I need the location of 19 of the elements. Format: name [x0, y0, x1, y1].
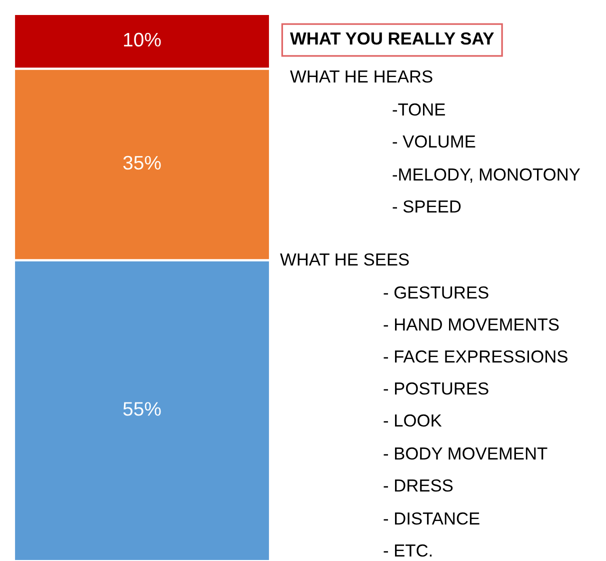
- text: - GESTURES: [384, 286, 488, 299]
- text: - FACE EXPRESSIONS: [384, 350, 568, 363]
- text: -MELODY, MONOTONY: [392, 168, 580, 183]
- text: WHAT HE SEES: [280, 253, 409, 266]
- text: - VOLUME: [392, 135, 476, 148]
- text: - SPEED: [392, 200, 461, 213]
- text: - POSTURES: [384, 382, 488, 395]
- text: - BODY MOVEMENT: [384, 447, 548, 460]
- data-label: 10%: [124, 32, 161, 47]
- text: - DISTANCE: [384, 512, 480, 525]
- text: - ETC.: [384, 544, 432, 557]
- text: - HAND MOVEMENTS: [384, 318, 559, 331]
- data-label: 35%: [123, 156, 161, 170]
- text: WHAT YOU REALLY SAY: [290, 32, 494, 45]
- text: WHAT HE HEARS: [290, 70, 432, 83]
- text: - LOOK: [384, 414, 442, 427]
- text: -TONE: [392, 103, 445, 116]
- text: - DRESS: [384, 479, 453, 492]
- data-label: 55%: [123, 402, 161, 416]
